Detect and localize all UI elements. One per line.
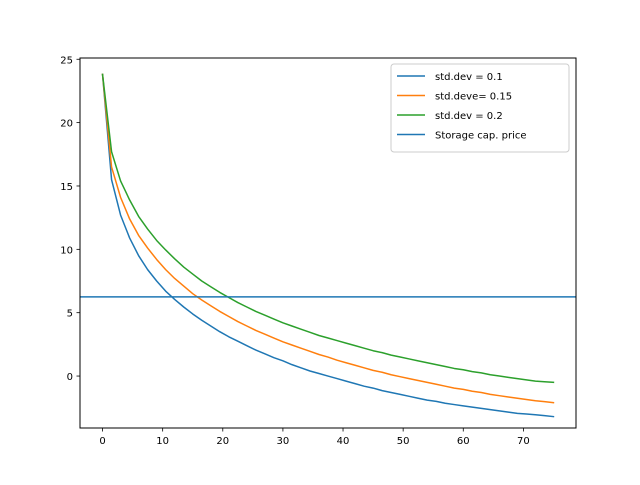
x-tick-label: 40 xyxy=(337,436,350,447)
y-tick-label: 0 xyxy=(67,372,73,383)
x-tick-label: 10 xyxy=(156,436,169,447)
series-line-1 xyxy=(101,73,555,418)
x-axis: 0 10 20 30 40 50 60 70 xyxy=(99,428,530,447)
y-tick-label: 20 xyxy=(60,119,73,130)
series-line-3 xyxy=(101,73,555,384)
legend-label: std.dev = 0.2 xyxy=(435,111,503,122)
legend-label: std.deve= 0.15 xyxy=(435,92,512,103)
legend-label: Storage cap. price xyxy=(435,131,527,142)
series-layer xyxy=(101,73,555,418)
legend-box xyxy=(390,63,570,153)
axes-frame xyxy=(79,57,577,429)
x-tick-label: 70 xyxy=(517,436,530,447)
y-tick-label: 25 xyxy=(60,55,73,66)
x-tick-label: 0 xyxy=(99,436,105,447)
series-line-2 xyxy=(101,73,555,404)
legend-label: std.dev = 0.1 xyxy=(435,72,503,83)
x-tick-label: 30 xyxy=(277,436,290,447)
y-tick-label: 10 xyxy=(60,245,73,256)
y-tick-label: 5 xyxy=(67,309,73,320)
y-axis: 0 5 10 15 20 25 xyxy=(60,55,80,383)
x-tick-label: 60 xyxy=(457,436,470,447)
x-tick-label: 20 xyxy=(216,436,229,447)
y-tick-label: 15 xyxy=(60,182,73,193)
x-tick-label: 50 xyxy=(397,436,410,447)
legend: std.dev = 0.1 std.deve= 0.15 std.dev = 0.2… xyxy=(390,63,570,153)
